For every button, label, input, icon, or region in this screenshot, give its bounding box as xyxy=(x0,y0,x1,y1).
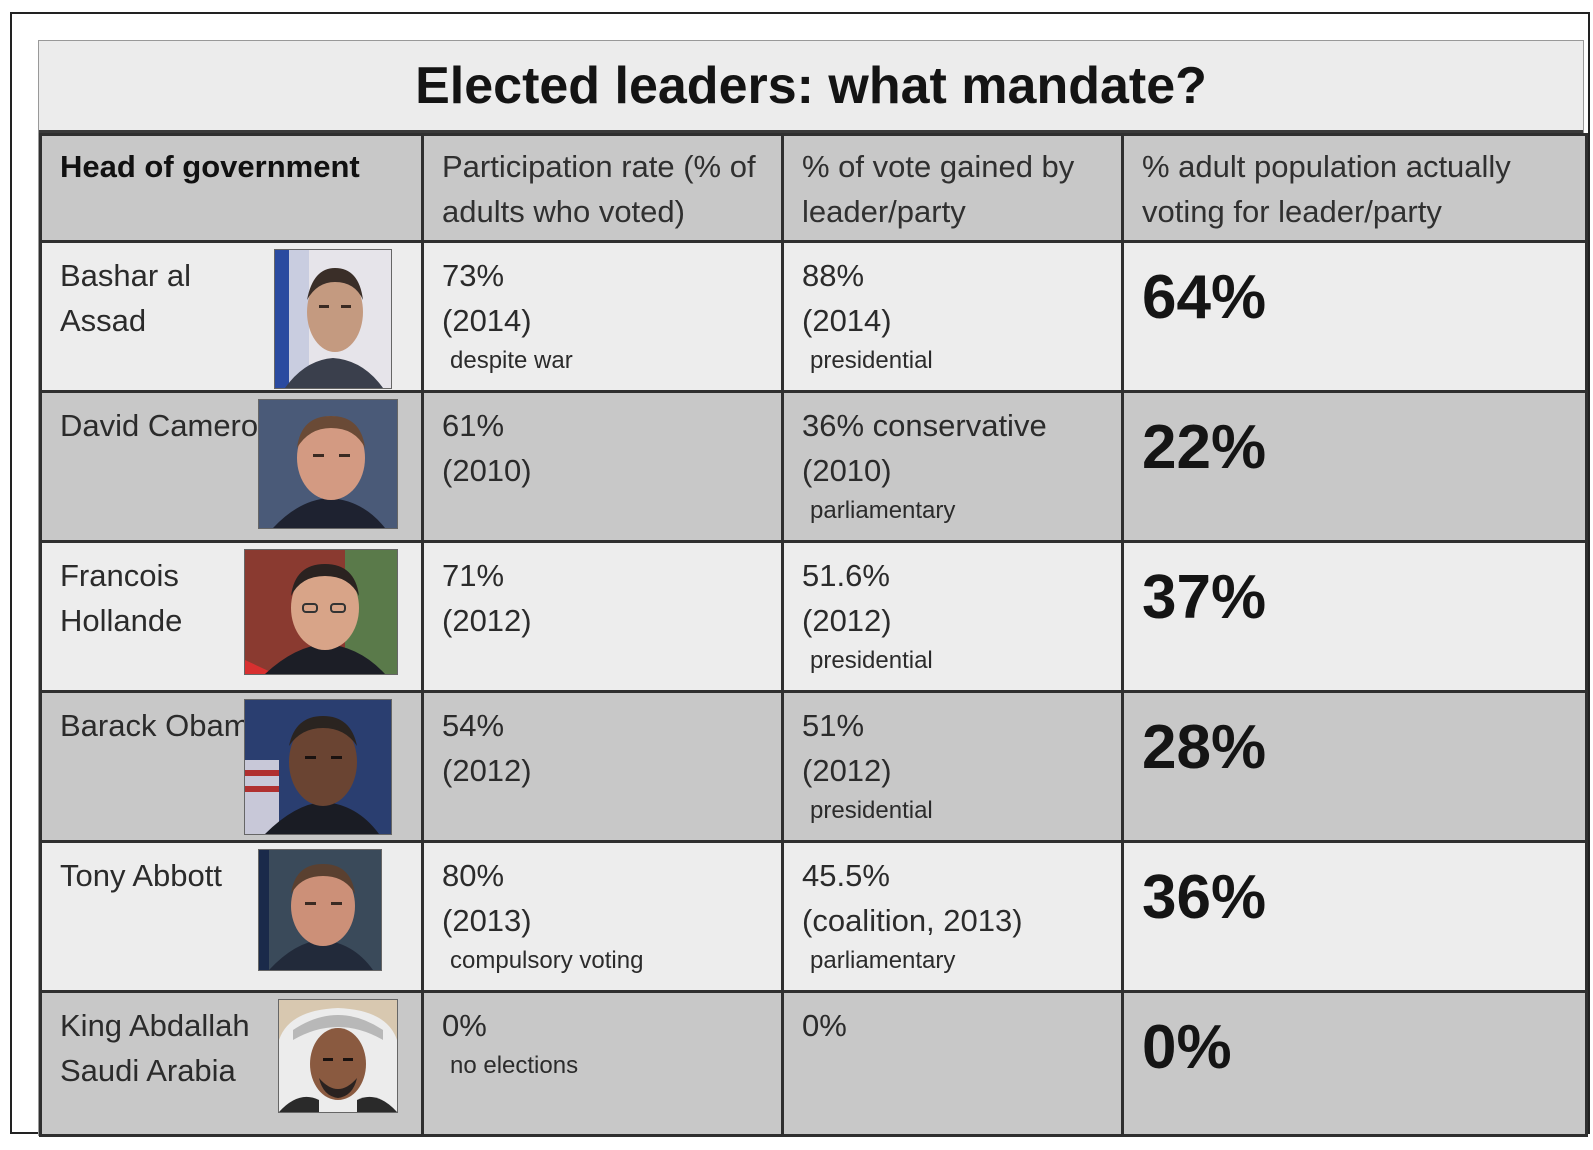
header-adult-population: % adult population actually voting for l… xyxy=(1121,133,1588,243)
leader-photo xyxy=(244,549,398,675)
leader-photo xyxy=(274,249,392,389)
leader-name: King Abdallah Saudi Arabia xyxy=(60,1008,250,1088)
participation-cell: 0% no elections xyxy=(421,990,784,1137)
leader-name: Francois Hollande xyxy=(60,558,183,638)
chart-title: Elected leaders: what mandate? xyxy=(39,41,1583,133)
header-head-of-government: Head of government xyxy=(39,133,424,243)
participation-cell: 61% (2010) xyxy=(421,390,784,543)
leader-photo xyxy=(244,699,392,835)
leader-photo xyxy=(258,399,398,529)
adult-pct-cell: 28% xyxy=(1121,690,1588,843)
leader-cell: King Abdallah Saudi Arabia xyxy=(39,990,424,1137)
table-row: Tony Abbott 80% (2013) compulsory voting… xyxy=(39,840,1588,993)
table-panel: Elected leaders: what mandate? Head of g… xyxy=(38,40,1588,1137)
table-row: Francois Hollande 71% (2012) 51.6% (2012… xyxy=(39,540,1588,693)
table-row: Barack Obama 54% (2012) 51% (2012) presi… xyxy=(39,690,1588,843)
figure-frame: Elected leaders: what mandate? Head of g… xyxy=(10,12,1590,1137)
leader-name: Barack Obama xyxy=(60,708,267,743)
vote-cell: 51% (2012) presidential xyxy=(781,690,1124,843)
participation-cell: 80% (2013) compulsory voting xyxy=(421,840,784,993)
participation-cell: 54% (2012) xyxy=(421,690,784,843)
header-participation-rate: Participation rate (% of adults who vote… xyxy=(421,133,784,243)
leader-cell: David Cameron xyxy=(39,390,424,543)
vote-cell: 45.5% (coalition, 2013) parliamentary xyxy=(781,840,1124,993)
table-row: Bashar al Assad 73% (2014) despite war 8… xyxy=(39,240,1588,393)
table-row: King Abdallah Saudi Arabia 0% no electio… xyxy=(39,990,1588,1137)
vote-cell: 51.6% (2012) presidential xyxy=(781,540,1124,693)
leader-cell: Bashar al Assad xyxy=(39,240,424,393)
leader-photo xyxy=(258,849,382,971)
leader-name: Tony Abbott xyxy=(60,858,223,893)
vote-cell: 88% (2014) presidential xyxy=(781,240,1124,393)
vote-cell: 36% conservative (2010) parliamentary xyxy=(781,390,1124,543)
leader-cell: Tony Abbott xyxy=(39,840,424,993)
header-vote-share: % of vote gained by leader/party xyxy=(781,133,1124,243)
leader-cell: Francois Hollande xyxy=(39,540,424,693)
participation-cell: 73% (2014) despite war xyxy=(421,240,784,393)
adult-pct-cell: 36% xyxy=(1121,840,1588,993)
leader-photo xyxy=(278,999,398,1113)
adult-pct-cell: 0% xyxy=(1121,990,1588,1137)
participation-cell: 71% (2012) xyxy=(421,540,784,693)
header-row: Head of government Participation rate (%… xyxy=(39,133,1588,243)
vote-cell: 0% xyxy=(781,990,1124,1137)
mandate-table: Head of government Participation rate (%… xyxy=(39,133,1588,1137)
leader-cell: Barack Obama xyxy=(39,690,424,843)
adult-pct-cell: 37% xyxy=(1121,540,1588,693)
adult-pct-cell: 22% xyxy=(1121,390,1588,543)
leader-name: Bashar al Assad xyxy=(60,258,191,338)
adult-pct-cell: 64% xyxy=(1121,240,1588,393)
table-row: David Cameron 61% (2010) 36% conservativ… xyxy=(39,390,1588,543)
leader-name: David Cameron xyxy=(60,408,276,443)
